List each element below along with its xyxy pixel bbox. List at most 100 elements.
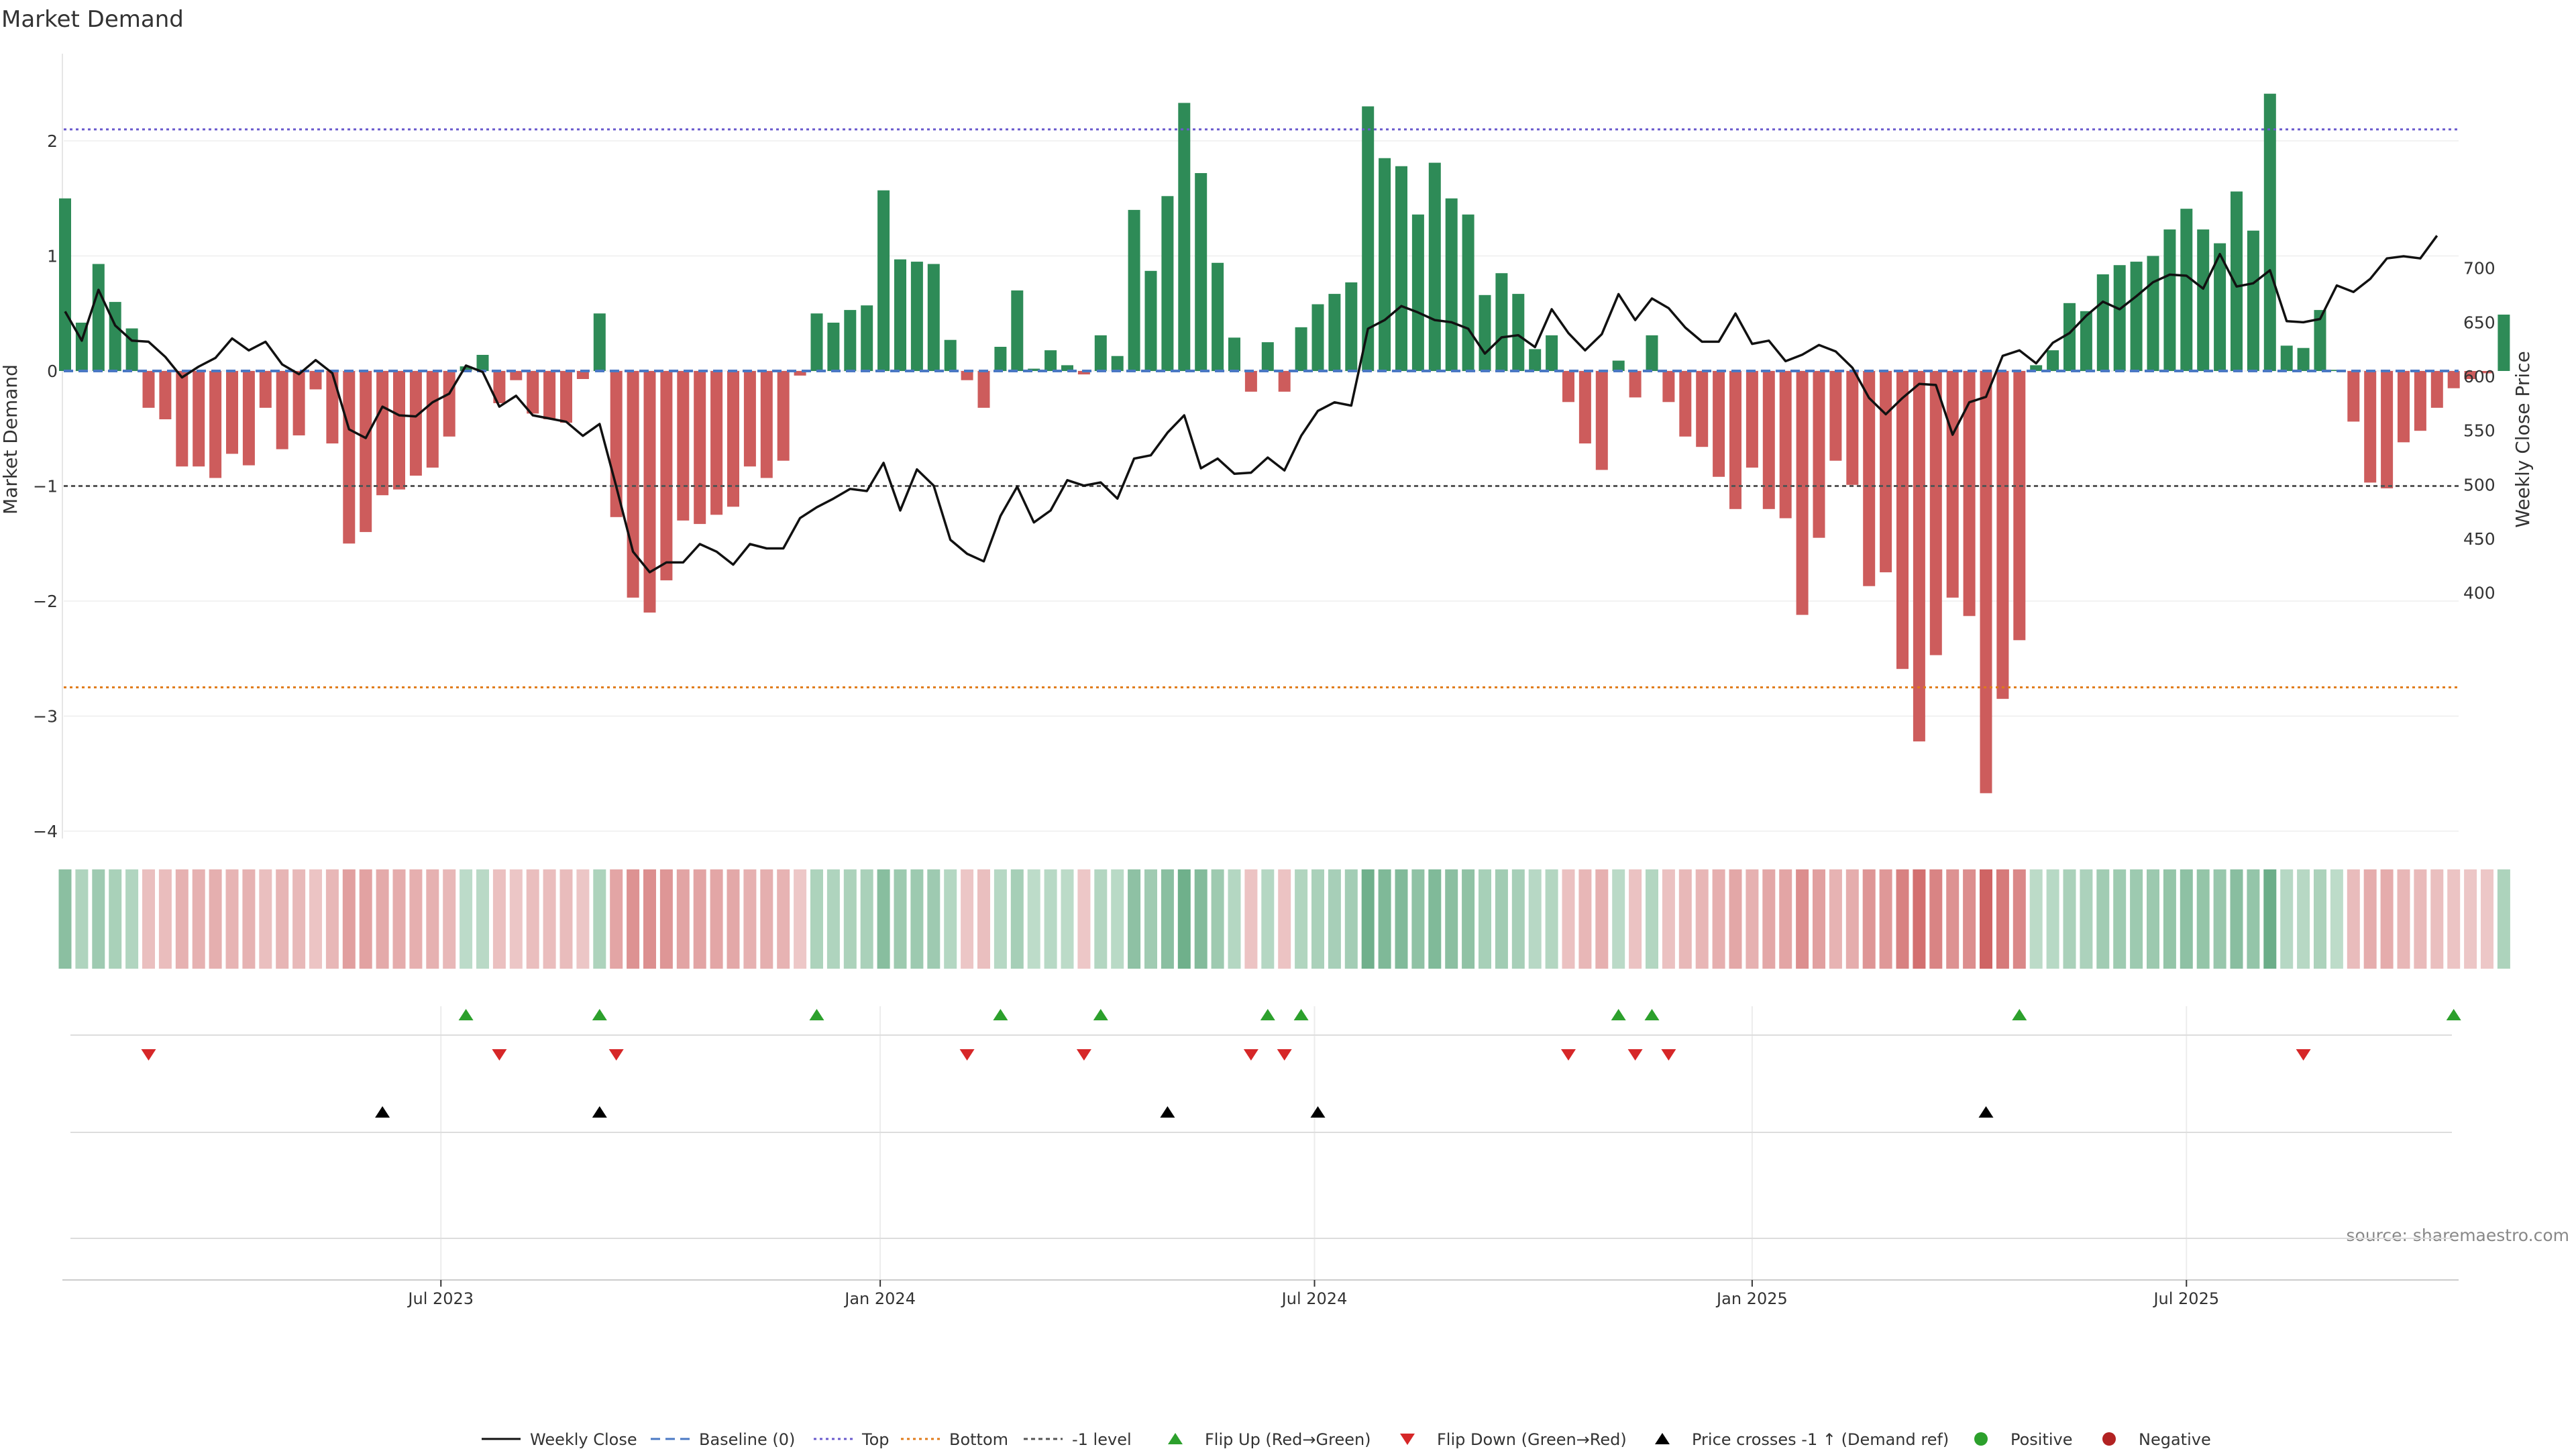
demand-bar <box>1011 290 1024 371</box>
flip-up-marker <box>1293 1009 1309 1020</box>
demand-bar <box>376 371 389 496</box>
demand-bar <box>2063 303 2076 371</box>
demand-bar <box>2498 314 2510 371</box>
reference-lines <box>64 128 2459 689</box>
demand-bar <box>460 366 472 371</box>
demand-bar <box>176 371 189 467</box>
heat-cell <box>826 869 840 969</box>
demand-bar <box>1077 371 1090 375</box>
demand-bar <box>1495 273 1508 371</box>
demand-bar <box>1646 335 1658 371</box>
demand-bar <box>1345 282 1358 371</box>
heat-cell <box>142 869 155 969</box>
flip-up-marker <box>2446 1009 2461 1020</box>
heat-cell <box>777 869 790 969</box>
demand-bar <box>159 371 172 420</box>
demand-bar <box>2030 365 2043 371</box>
demand-bar <box>944 339 957 371</box>
heat-cell <box>1695 869 1709 969</box>
demand-bar <box>209 371 222 478</box>
heat-cell <box>2029 869 2043 969</box>
heat-cell <box>1578 869 1592 969</box>
flip-up-marker <box>1260 1009 1275 1020</box>
demand-bar <box>660 371 673 581</box>
heat-cell <box>1829 869 1842 969</box>
demand-bar <box>1762 371 1775 509</box>
heat-cell <box>2363 869 2377 969</box>
demand-bar <box>2231 191 2243 371</box>
legend-item-positive: Positive <box>1974 1430 2073 1449</box>
flip-up-marker <box>458 1009 474 1020</box>
demand-bar <box>409 371 422 476</box>
heat-cell <box>58 869 72 969</box>
right-tick-label: 550 <box>2463 421 2496 441</box>
heat-cell <box>910 869 924 969</box>
heat-cell <box>1913 869 1926 969</box>
demand-bar <box>1411 214 1424 371</box>
price-cross-marker <box>1310 1106 1326 1118</box>
heat-cell <box>576 869 590 969</box>
heat-cell <box>2163 869 2176 969</box>
demand-bar <box>59 198 71 371</box>
demand-bar <box>1880 371 1892 573</box>
heat-cell <box>1027 869 1040 969</box>
heat-cell <box>192 869 205 969</box>
demand-bar <box>393 371 405 490</box>
heat-cell <box>1862 869 1876 969</box>
signal-markers <box>70 1006 2461 1283</box>
demand-bar <box>426 371 439 468</box>
left-tick-label: 0 <box>47 362 58 381</box>
heat-cell <box>2280 869 2294 969</box>
demand-bar <box>109 302 121 371</box>
demand-bar <box>1479 294 1491 371</box>
demand-bar <box>1996 371 2009 699</box>
heat-cell <box>476 869 489 969</box>
flip-down-marker <box>1243 1049 1258 1061</box>
heat-cell <box>927 869 941 969</box>
demand-bar <box>1111 356 1124 371</box>
heat-cell <box>2297 869 2310 969</box>
heat-cell <box>2397 869 2410 969</box>
heat-cell <box>1311 869 1324 969</box>
legend: Weekly Close Baseline (0) Top Bottom -1 leve… <box>482 1430 2211 1449</box>
legend-swatch <box>2102 1432 2116 1446</box>
heat-cell <box>1128 869 1141 969</box>
demand-bar <box>827 322 840 371</box>
heat-cell <box>2380 869 2394 969</box>
heat-cell <box>860 869 873 969</box>
heat-cell <box>2347 869 2360 969</box>
heat-cell <box>1428 869 1442 969</box>
heat-cell <box>2414 869 2427 969</box>
heat-cell <box>1244 869 1258 969</box>
demand-bar <box>810 313 823 371</box>
demand-bar <box>326 371 339 444</box>
flip-down-marker <box>141 1049 156 1061</box>
legend-item-top: Top <box>814 1430 890 1449</box>
legend-swatch <box>1168 1433 1183 1444</box>
legend-item-minus_one: -1 level <box>1024 1430 1132 1449</box>
heat-cell <box>1344 869 1358 969</box>
heat-cell <box>961 869 974 969</box>
legend-swatch <box>1400 1434 1415 1445</box>
legend-item-bottom: Bottom <box>901 1430 1008 1449</box>
heat-cell <box>1495 869 1508 969</box>
heat-cell <box>2213 869 2226 969</box>
demand-bar <box>1512 294 1525 371</box>
heat-cell <box>659 869 673 969</box>
demand-bar <box>844 310 857 371</box>
demand-bar <box>1212 262 1224 371</box>
heat-cell <box>843 869 857 969</box>
demand-bar <box>2297 347 2310 371</box>
demand-bar <box>309 371 322 390</box>
heat-cell <box>1813 869 1825 969</box>
flip-up-marker <box>2012 1009 2027 1020</box>
legend-label: Positive <box>2010 1430 2073 1449</box>
right-tick-label: 400 <box>2463 584 2496 603</box>
demand-bar <box>2047 350 2059 371</box>
axis-ticks: 2 1 0 −1 −2 −3 −4 700 650 600 550 500 450 400 <box>33 131 2496 841</box>
demand-bar <box>760 371 773 478</box>
demand-bar <box>1061 365 1073 371</box>
demand-bar <box>1244 371 1257 392</box>
flip-down-marker <box>959 1049 975 1061</box>
demand-bar <box>1713 371 1725 477</box>
